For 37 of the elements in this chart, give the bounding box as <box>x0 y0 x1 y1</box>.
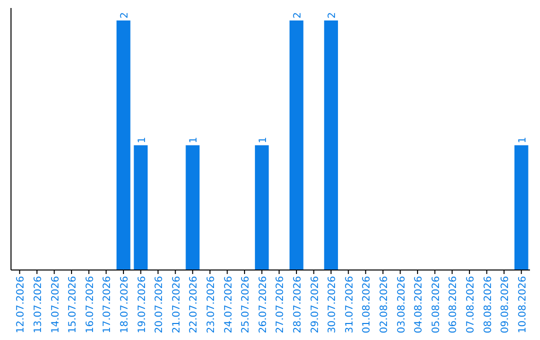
x-tick-label: 19.07.2026 <box>136 276 148 334</box>
data-label: 2 <box>327 12 338 18</box>
x-tick-label: 12.07.2026 <box>16 276 27 334</box>
x-tick-label: 06.08.2026 <box>448 276 460 334</box>
data-label: 1 <box>258 136 269 144</box>
x-tick-label: 13.07.2026 <box>32 276 44 334</box>
data-label: 2 <box>119 12 130 18</box>
x-tick-label: 22.07.2026 <box>188 276 200 334</box>
data-label: 1 <box>188 136 200 144</box>
x-tick-label: 08.08.2026 <box>482 276 494 334</box>
x-tick-label: 21.07.2026 <box>171 276 182 334</box>
x-tick-label: 30.07.2026 <box>327 276 338 334</box>
x-tick-label: 24.07.2026 <box>223 276 234 334</box>
x-tick-label: 07.08.2026 <box>465 276 476 334</box>
x-tick-label: 01.08.2026 <box>362 276 373 334</box>
x-tick-label: 29.07.2026 <box>310 276 321 334</box>
x-tick-label: 28.07.2026 <box>292 276 304 334</box>
x-tick-label: 14.07.2026 <box>50 276 62 334</box>
data-label: 1 <box>517 136 528 144</box>
x-tick-label: 27.07.2026 <box>275 276 286 334</box>
x-tick-label: 03.08.2026 <box>396 276 408 334</box>
x-tick-label: 10.08.2026 <box>517 276 528 334</box>
x-tick-label: 20.07.2026 <box>154 276 166 334</box>
data-label: 1 <box>136 136 148 144</box>
data-label: 2 <box>292 12 304 18</box>
x-tick-label: 26.07.2026 <box>258 276 269 334</box>
x-tick-label: 09.08.2026 <box>500 276 512 334</box>
x-tick-label: 18.07.2026 <box>119 276 130 334</box>
x-tick-label: 02.08.2026 <box>378 276 390 334</box>
x-tick-label: 16.07.2026 <box>84 276 96 334</box>
x-tick-label: 23.07.2026 <box>206 276 217 334</box>
x-tick-label: 17.07.2026 <box>102 276 114 334</box>
x-tick-label: 05.08.2026 <box>430 276 442 334</box>
x-tick-label: 25.07.2026 <box>240 276 252 334</box>
x-tick-label: 15.07.2026 <box>68 276 79 334</box>
x-tick-label: 04.08.2026 <box>414 276 425 334</box>
x-tick-label: 31.07.2026 <box>344 276 356 334</box>
